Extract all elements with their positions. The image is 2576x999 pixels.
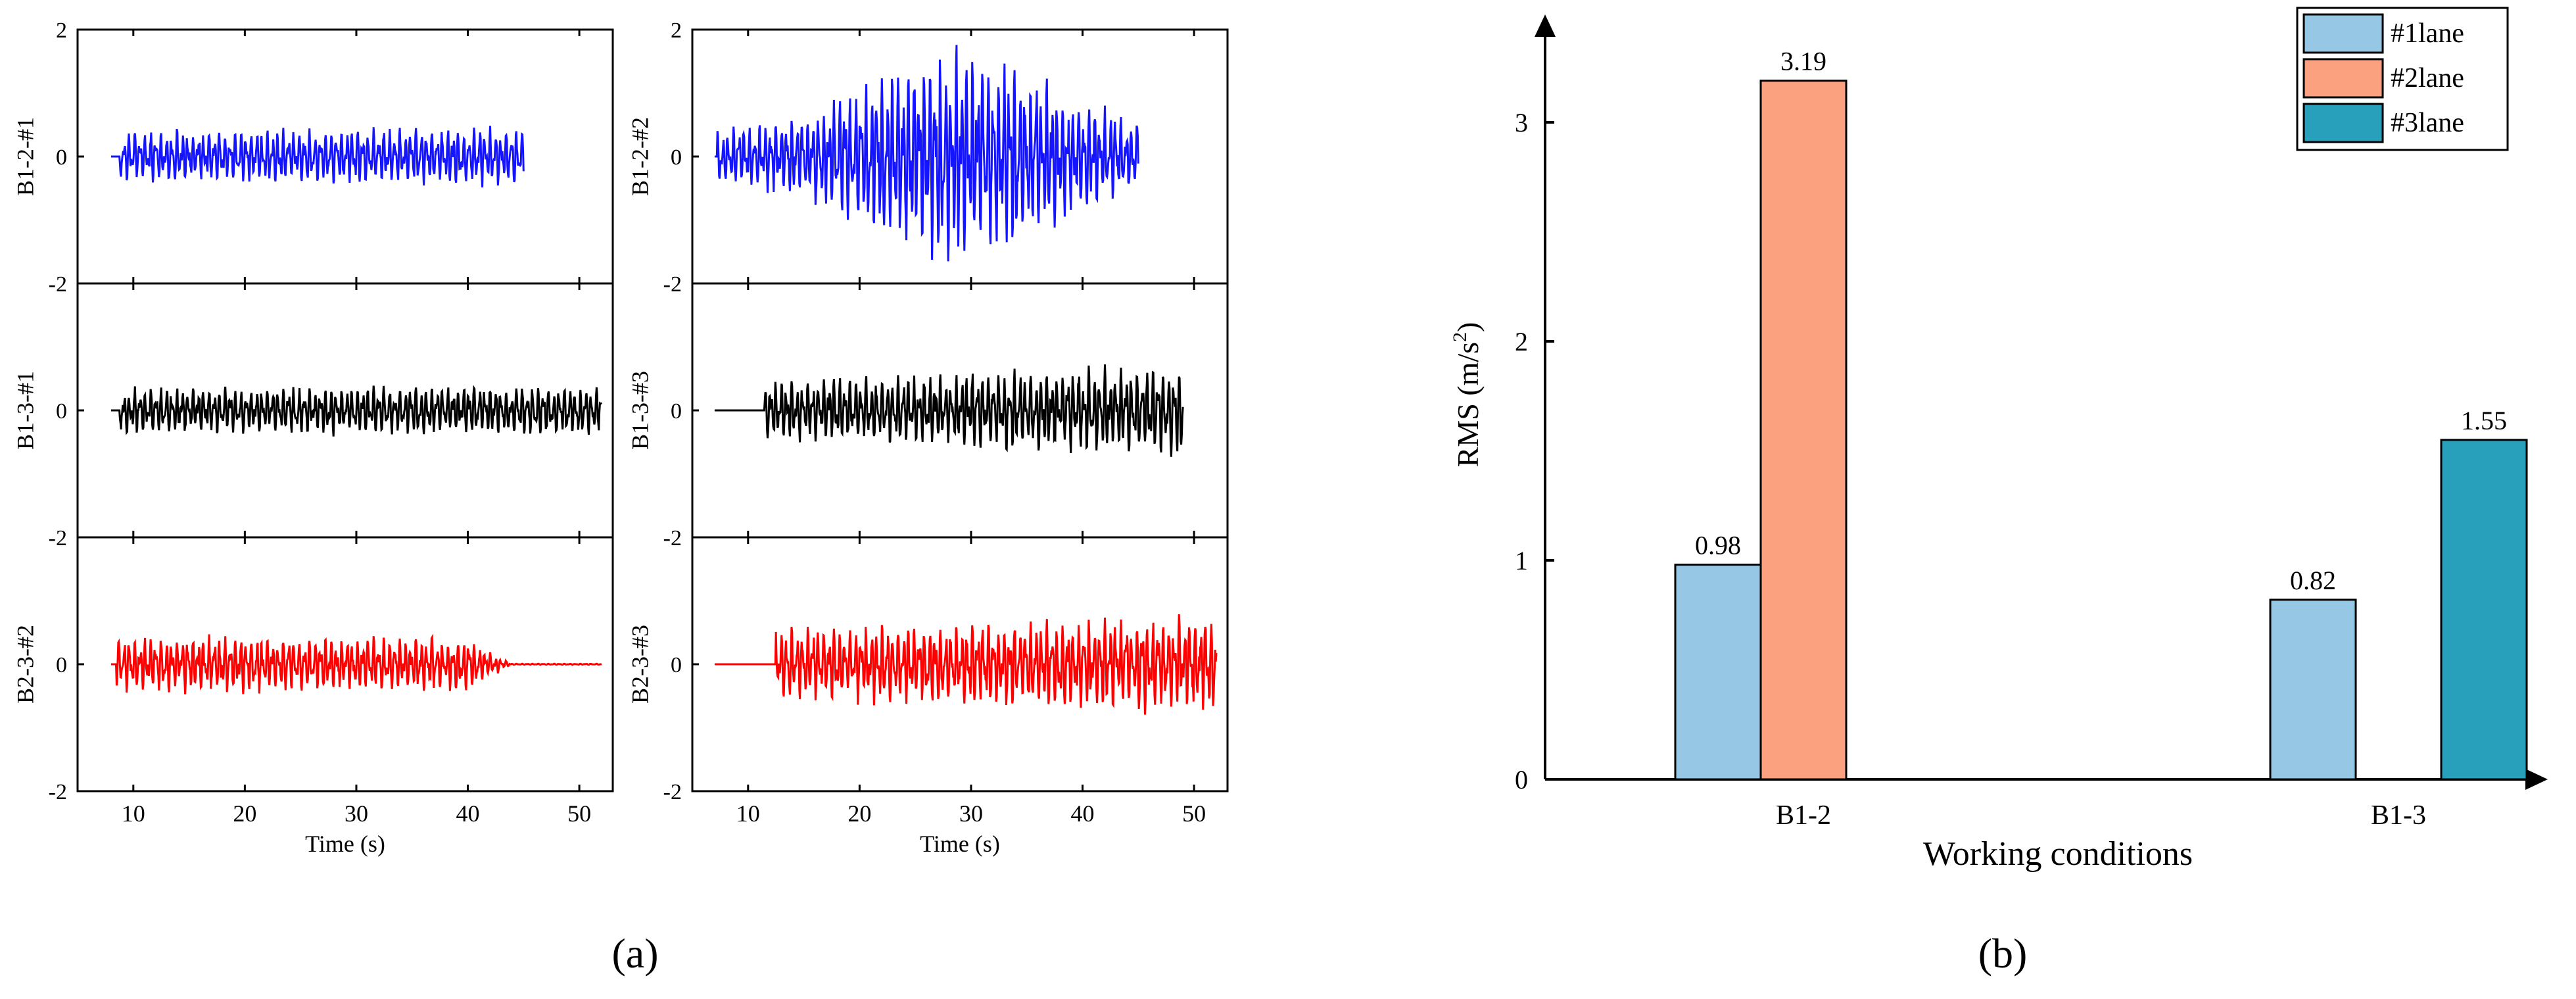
y-axis-title-close: ): [1451, 322, 1485, 332]
y-tick-label: 3: [1515, 108, 1528, 137]
x-tick-label: B1-3: [2371, 800, 2426, 831]
bar-1lane-b1-3: [2269, 598, 2357, 781]
y-tick-label: -2: [49, 526, 67, 550]
y-axis-title-sup: 2: [1449, 332, 1471, 342]
signal-line: [110, 633, 602, 694]
legend-label: #1lane: [2391, 18, 2464, 49]
x-axis-title: Working conditions: [1923, 835, 2193, 873]
panel-label-a: (a): [611, 930, 658, 977]
legend-swatch-1lane: [2302, 13, 2384, 54]
x-tick-label: 30: [345, 800, 368, 827]
y-tick-label: 2: [671, 18, 682, 43]
bar-value-label: 0.98: [1695, 531, 1741, 560]
y-tick-label: -2: [49, 780, 67, 804]
x-tick-label: 30: [959, 800, 983, 827]
y-tick-label: 1: [1515, 546, 1528, 575]
x-tick-label: 40: [1071, 800, 1095, 827]
subplot-b1-3-1: 0 -2 B1-3-#1: [12, 282, 614, 550]
y-tick-label: -2: [663, 526, 682, 550]
panel-a-time-histories: 200-2B1-2-#10-2B1-3-#10-2B2-3-#210 20 30 40…: [12, 18, 1229, 857]
x-tick-label: 20: [847, 800, 871, 827]
y-tick-label: 0: [671, 145, 682, 170]
y-tick-label: 0: [56, 145, 67, 170]
y-axis-title: RMS (m/s2): [1449, 322, 1485, 468]
x-axis-title: Time (s): [305, 831, 385, 857]
x-tick-label: B1-2: [1776, 800, 1831, 831]
x-tick-label: 50: [567, 800, 591, 827]
subplot-label: B2-3-#3: [627, 625, 653, 704]
y-axis-arrow: [1535, 14, 1556, 37]
bar-3lane-b1-3: [2440, 439, 2528, 781]
subplot-b1-2-2: 200-2B1-2-#2: [627, 18, 1229, 297]
y-tick-label: 0: [56, 399, 67, 424]
legend: #1lane #2lane #3lane: [2296, 7, 2509, 151]
signal-line: [714, 614, 1218, 715]
y-tick-label: -2: [663, 780, 682, 804]
subplot-label: B1-3-#3: [627, 371, 653, 450]
x-tick-label: 10: [736, 800, 760, 827]
y-tick-label: 0: [671, 399, 682, 424]
bar-value-label: 0.82: [2290, 566, 2336, 595]
x-axis-title: Time (s): [920, 831, 1000, 857]
bar-value-label: 3.19: [1780, 47, 1826, 76]
signal-line: [110, 385, 603, 437]
y-tick-label: 2: [56, 18, 67, 43]
signal-line: [110, 126, 525, 187]
subplot-label: B2-3-#2: [12, 625, 38, 704]
legend-swatch-2lane: [2302, 58, 2384, 99]
y-axis-title-main: RMS (m/s: [1451, 342, 1485, 467]
x-tick-label: 40: [456, 800, 480, 827]
x-axis-arrow: [2525, 769, 2548, 790]
subplot-label: B1-3-#1: [12, 371, 38, 450]
legend-swatch-3lane: [2302, 103, 2384, 143]
bar-value-label: 1.55: [2461, 406, 2507, 435]
x-tick-label: 10: [122, 800, 145, 827]
y-tick-label: -2: [49, 272, 67, 297]
y-tick-label: -2: [663, 272, 682, 297]
subplot-b1-2-1: 200-2B1-2-#1: [12, 18, 614, 297]
subplot-b2-3-2: 0 -2 B2-3-#2: [12, 536, 614, 804]
y-tick-label: 0: [1515, 765, 1528, 794]
legend-label: #2lane: [2391, 63, 2464, 93]
x-tick-label: 20: [233, 800, 256, 827]
y-tick-label: 0: [56, 653, 67, 677]
signal-line: [714, 364, 1184, 457]
y-tick-label: 0: [56, 145, 67, 170]
subplot-b2-3-3: 0 -2 B2-3-#3: [627, 536, 1229, 804]
x-tick-label: 50: [1182, 800, 1206, 827]
y-tick-label: 0: [671, 145, 682, 170]
signal-line: [714, 45, 1139, 262]
y-tick-label: 2: [1515, 327, 1528, 356]
subplot-b1-3-3: 0 -2 B1-3-#3: [627, 282, 1229, 550]
y-tick-label: 0: [671, 653, 682, 677]
bar-1lane-b1-2: [1674, 564, 1762, 781]
legend-label: #3lane: [2391, 108, 2464, 138]
panel-label-b: (b): [1978, 930, 2028, 977]
subplot-label: B1-2-#2: [627, 117, 653, 196]
bar-2lane-b1-2: [1759, 80, 1848, 781]
subplot-label: B1-2-#1: [12, 117, 38, 196]
